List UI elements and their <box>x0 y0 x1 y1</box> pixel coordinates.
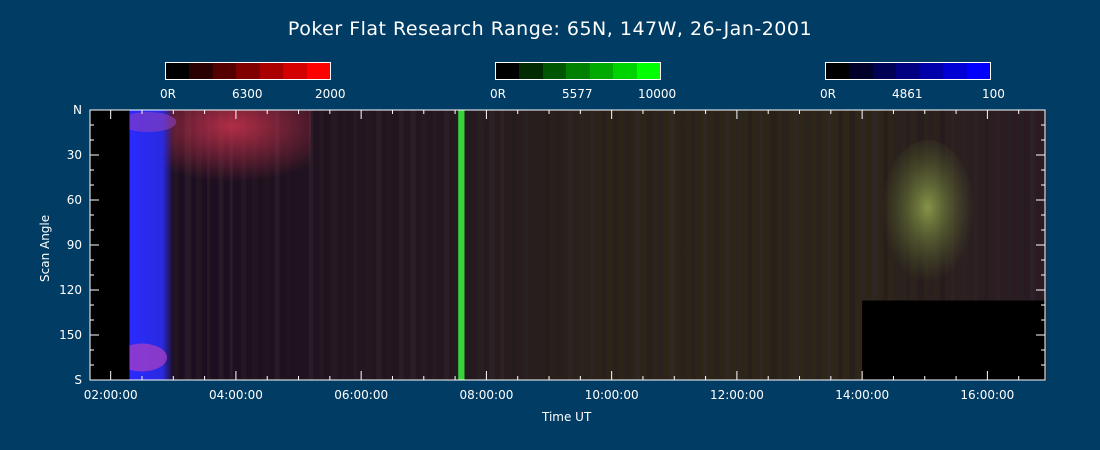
heatmap-streak <box>726 110 731 380</box>
heatmap-streak <box>816 110 822 380</box>
heatmap-streak <box>489 110 495 380</box>
heatmap-streak <box>466 110 471 380</box>
heatmap-streak <box>793 110 798 380</box>
heatmap-streak <box>602 110 607 380</box>
heatmap-streak <box>647 110 654 380</box>
heatmap-streak <box>748 110 751 380</box>
y-tick-label: 30 <box>67 148 82 162</box>
heatmap-streak <box>714 110 720 380</box>
heatmap-streak <box>523 110 529 380</box>
heatmap-streak <box>399 110 404 380</box>
heatmap-streak <box>805 110 812 380</box>
heatmap-streak <box>557 110 561 380</box>
heatmap-streak <box>827 110 831 380</box>
heatmap-streak <box>613 110 618 380</box>
heatmap-streak <box>331 110 337 380</box>
heatmap-streak <box>635 110 640 380</box>
x-tick-label: 10:00:00 <box>585 388 639 402</box>
heatmap-streak <box>511 110 515 380</box>
heatmap-green-arc <box>458 110 464 380</box>
heatmap-streak <box>681 110 686 380</box>
heatmap-green-diffuse <box>881 140 975 290</box>
heatmap-streak <box>669 110 675 380</box>
heatmap-red-arc <box>155 110 312 190</box>
heatmap-streak <box>376 110 382 380</box>
heatmap-streak <box>365 110 372 380</box>
heatmap-streak <box>658 110 663 380</box>
x-tick-label: 16:00:00 <box>960 388 1014 402</box>
heatmap-streak <box>342 110 346 380</box>
x-tick-label: 12:00:00 <box>710 388 764 402</box>
heatmap-streak <box>838 110 842 380</box>
heatmap-streak <box>545 110 549 380</box>
y-tick-label: 60 <box>67 193 82 207</box>
x-tick-label: 06:00:00 <box>334 388 388 402</box>
heatmap-streak <box>410 110 416 380</box>
heatmap-streak <box>782 110 789 380</box>
y-axis-label: Scan Angle <box>38 215 52 282</box>
y-tick-label: 150 <box>59 328 82 342</box>
heatmap-streak <box>444 110 449 380</box>
heatmap-streak <box>354 110 358 380</box>
heatmap-streak <box>534 110 538 380</box>
x-tick-label: 02:00:00 <box>84 388 138 402</box>
heatmap-streak <box>850 110 855 380</box>
heatmap-streak <box>433 110 437 380</box>
heatmap-streak <box>421 110 426 380</box>
heatmap-streak <box>568 110 573 380</box>
heatmap-streak <box>737 110 741 380</box>
heatmap-streak <box>692 110 695 380</box>
y-tick-label: N <box>73 103 82 117</box>
x-tick-label: 08:00:00 <box>459 388 513 402</box>
x-axis-label: Time UT <box>542 410 591 424</box>
heatmap-streak <box>478 110 485 380</box>
heatmap-blue-band <box>129 110 173 380</box>
heatmap-streak <box>387 110 390 380</box>
heatmap-streak <box>500 110 504 380</box>
y-tick-label: 90 <box>67 238 82 252</box>
heatmap-streak <box>703 110 707 380</box>
x-tick-label: 14:00:00 <box>835 388 889 402</box>
heatmap-streak <box>771 110 777 380</box>
y-tick-label: 120 <box>59 283 82 297</box>
heatmap-streak <box>590 110 593 380</box>
x-tick-label: 04:00:00 <box>209 388 263 402</box>
y-tick-label: S <box>74 373 82 387</box>
heatmap-streak <box>759 110 762 380</box>
heatmap-streak <box>624 110 630 380</box>
heatmap-streak <box>320 110 324 380</box>
heatmap-no-data-end <box>862 301 1045 381</box>
heatmap-streak <box>579 110 584 380</box>
